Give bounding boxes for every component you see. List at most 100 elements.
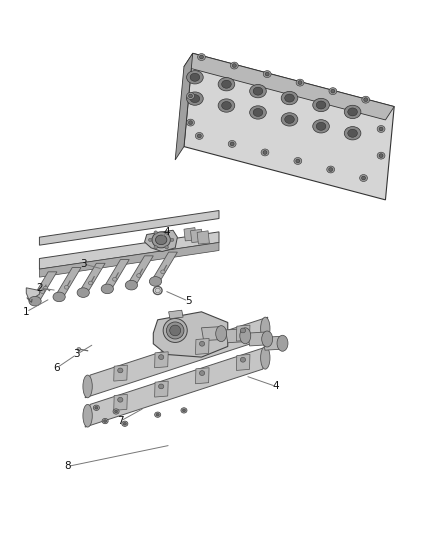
Ellipse shape xyxy=(161,270,165,274)
Polygon shape xyxy=(39,243,219,277)
Ellipse shape xyxy=(230,142,234,146)
Ellipse shape xyxy=(187,119,194,126)
Polygon shape xyxy=(155,381,168,397)
Ellipse shape xyxy=(265,72,269,76)
Polygon shape xyxy=(39,211,219,245)
Ellipse shape xyxy=(240,357,246,362)
Ellipse shape xyxy=(195,133,203,140)
Ellipse shape xyxy=(228,141,236,147)
Ellipse shape xyxy=(298,80,302,84)
Ellipse shape xyxy=(379,127,383,131)
Ellipse shape xyxy=(348,108,357,116)
Polygon shape xyxy=(145,230,177,252)
Text: 5: 5 xyxy=(185,296,192,306)
Ellipse shape xyxy=(218,77,235,91)
Ellipse shape xyxy=(218,99,235,112)
Polygon shape xyxy=(85,346,268,427)
Polygon shape xyxy=(237,325,250,341)
Ellipse shape xyxy=(122,421,128,426)
Ellipse shape xyxy=(181,408,187,413)
Ellipse shape xyxy=(103,420,106,422)
Polygon shape xyxy=(79,263,105,293)
Ellipse shape xyxy=(102,418,108,424)
Ellipse shape xyxy=(170,238,174,241)
Text: 3: 3 xyxy=(73,350,80,359)
Ellipse shape xyxy=(155,412,161,417)
Polygon shape xyxy=(191,229,203,243)
Polygon shape xyxy=(114,365,127,381)
Ellipse shape xyxy=(261,331,272,347)
Ellipse shape xyxy=(152,232,170,248)
Ellipse shape xyxy=(170,325,180,336)
Ellipse shape xyxy=(77,348,81,351)
Text: 4: 4 xyxy=(163,227,170,237)
Ellipse shape xyxy=(187,92,203,106)
Ellipse shape xyxy=(165,231,168,234)
Ellipse shape xyxy=(101,284,113,294)
Ellipse shape xyxy=(296,79,304,86)
Ellipse shape xyxy=(187,93,194,100)
Ellipse shape xyxy=(159,354,164,359)
Polygon shape xyxy=(263,336,283,350)
Ellipse shape xyxy=(344,106,361,119)
Polygon shape xyxy=(201,327,221,341)
Ellipse shape xyxy=(263,70,271,77)
Ellipse shape xyxy=(29,296,41,306)
Ellipse shape xyxy=(377,126,385,132)
Ellipse shape xyxy=(250,84,266,98)
Polygon shape xyxy=(175,53,193,160)
Polygon shape xyxy=(85,317,268,398)
Polygon shape xyxy=(197,231,209,244)
Ellipse shape xyxy=(83,405,92,427)
Ellipse shape xyxy=(200,55,203,59)
Ellipse shape xyxy=(118,397,123,402)
Ellipse shape xyxy=(199,370,205,375)
Ellipse shape xyxy=(261,317,270,340)
Ellipse shape xyxy=(361,176,365,180)
Polygon shape xyxy=(195,368,209,384)
Ellipse shape xyxy=(240,328,246,333)
Polygon shape xyxy=(184,53,394,120)
Ellipse shape xyxy=(156,414,159,416)
Ellipse shape xyxy=(253,109,263,117)
Ellipse shape xyxy=(250,106,266,119)
Ellipse shape xyxy=(137,274,141,278)
Polygon shape xyxy=(103,260,129,289)
Ellipse shape xyxy=(316,123,326,131)
Ellipse shape xyxy=(77,288,89,297)
Ellipse shape xyxy=(285,116,294,124)
Polygon shape xyxy=(155,352,168,368)
Ellipse shape xyxy=(296,159,300,163)
Ellipse shape xyxy=(313,98,329,112)
Ellipse shape xyxy=(199,341,205,346)
Polygon shape xyxy=(226,329,245,343)
Ellipse shape xyxy=(163,318,187,343)
Polygon shape xyxy=(237,354,250,370)
Ellipse shape xyxy=(154,246,158,249)
Ellipse shape xyxy=(155,288,160,293)
Ellipse shape xyxy=(95,406,98,409)
Ellipse shape xyxy=(281,92,298,104)
Polygon shape xyxy=(169,310,183,319)
Polygon shape xyxy=(31,272,57,301)
Ellipse shape xyxy=(187,70,203,84)
Ellipse shape xyxy=(44,286,47,289)
Polygon shape xyxy=(39,232,219,269)
Ellipse shape xyxy=(148,238,152,241)
Ellipse shape xyxy=(240,328,251,344)
Ellipse shape xyxy=(360,175,367,181)
Ellipse shape xyxy=(331,90,335,93)
Polygon shape xyxy=(127,256,153,285)
Polygon shape xyxy=(151,252,177,281)
Text: 2: 2 xyxy=(36,283,43,293)
Ellipse shape xyxy=(261,346,270,369)
Ellipse shape xyxy=(88,281,93,285)
Ellipse shape xyxy=(277,335,288,351)
Ellipse shape xyxy=(113,277,117,281)
Polygon shape xyxy=(247,332,267,346)
Text: 8: 8 xyxy=(64,462,71,471)
Ellipse shape xyxy=(155,235,167,245)
Ellipse shape xyxy=(253,87,263,95)
Ellipse shape xyxy=(294,158,302,164)
Ellipse shape xyxy=(83,375,92,398)
